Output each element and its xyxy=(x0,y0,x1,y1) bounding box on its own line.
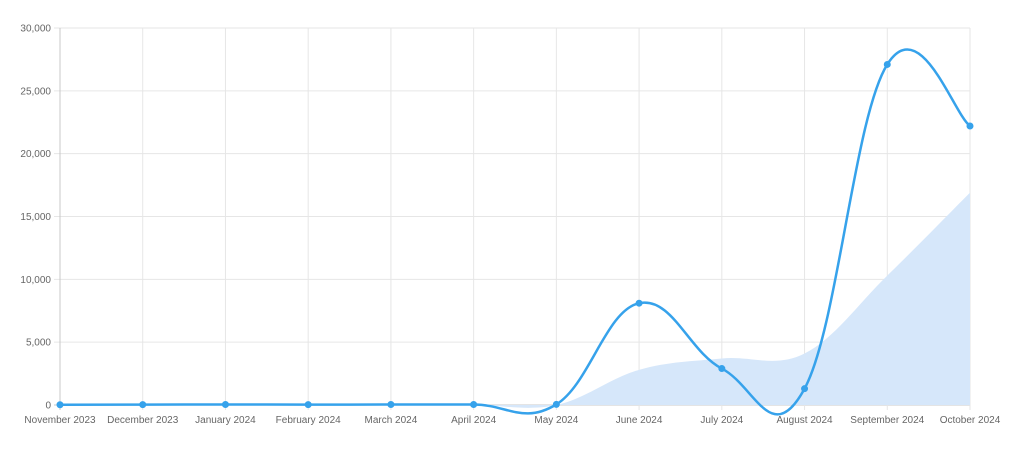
y-tick-label: 15,000 xyxy=(20,212,51,223)
x-tick-label: February 2024 xyxy=(276,415,341,426)
x-tick-label: June 2024 xyxy=(616,415,663,426)
data-point[interactable] xyxy=(801,385,809,393)
data-point[interactable] xyxy=(718,365,726,373)
line-series-path xyxy=(58,48,972,416)
data-point[interactable] xyxy=(387,400,395,408)
x-tick-label: November 2023 xyxy=(24,415,96,426)
grid xyxy=(54,27,971,410)
x-tick-label: October 2024 xyxy=(940,415,1001,426)
y-tick-label: 25,000 xyxy=(20,86,51,97)
data-point[interactable] xyxy=(56,401,64,409)
x-tick-label: August 2024 xyxy=(776,415,833,426)
area-series-layer xyxy=(60,192,970,408)
x-axis-ticks: November 2023 December 2023 January 2024 Fe… xyxy=(24,415,1000,426)
x-tick-label: May 2024 xyxy=(534,415,578,426)
data-point[interactable] xyxy=(552,400,560,408)
line-series-layer xyxy=(58,48,972,416)
data-point[interactable] xyxy=(470,400,478,408)
x-tick-label: April 2024 xyxy=(451,415,496,426)
x-tick-label: January 2024 xyxy=(195,415,256,426)
data-point[interactable] xyxy=(221,400,229,408)
x-tick-label: March 2024 xyxy=(365,415,418,426)
area-series-fill xyxy=(60,192,970,408)
y-tick-label: 5,000 xyxy=(26,338,51,349)
data-points-layer xyxy=(56,60,974,409)
data-point[interactable] xyxy=(883,60,891,68)
y-tick-label: 10,000 xyxy=(20,275,51,286)
data-point[interactable] xyxy=(635,299,643,307)
y-tick-label: 20,000 xyxy=(20,149,51,160)
data-point[interactable] xyxy=(139,401,147,409)
data-point[interactable] xyxy=(304,401,312,409)
y-axis-ticks: 0 5,000 10,000 15,000 20,000 25,000 30,000 xyxy=(20,24,51,412)
y-tick-label: 30,000 xyxy=(20,24,51,35)
x-tick-label: December 2023 xyxy=(107,415,179,426)
x-tick-label: September 2024 xyxy=(850,415,924,426)
x-tick-label: July 2024 xyxy=(700,415,743,426)
data-point[interactable] xyxy=(966,122,974,130)
y-tick-label: 0 xyxy=(45,401,51,412)
